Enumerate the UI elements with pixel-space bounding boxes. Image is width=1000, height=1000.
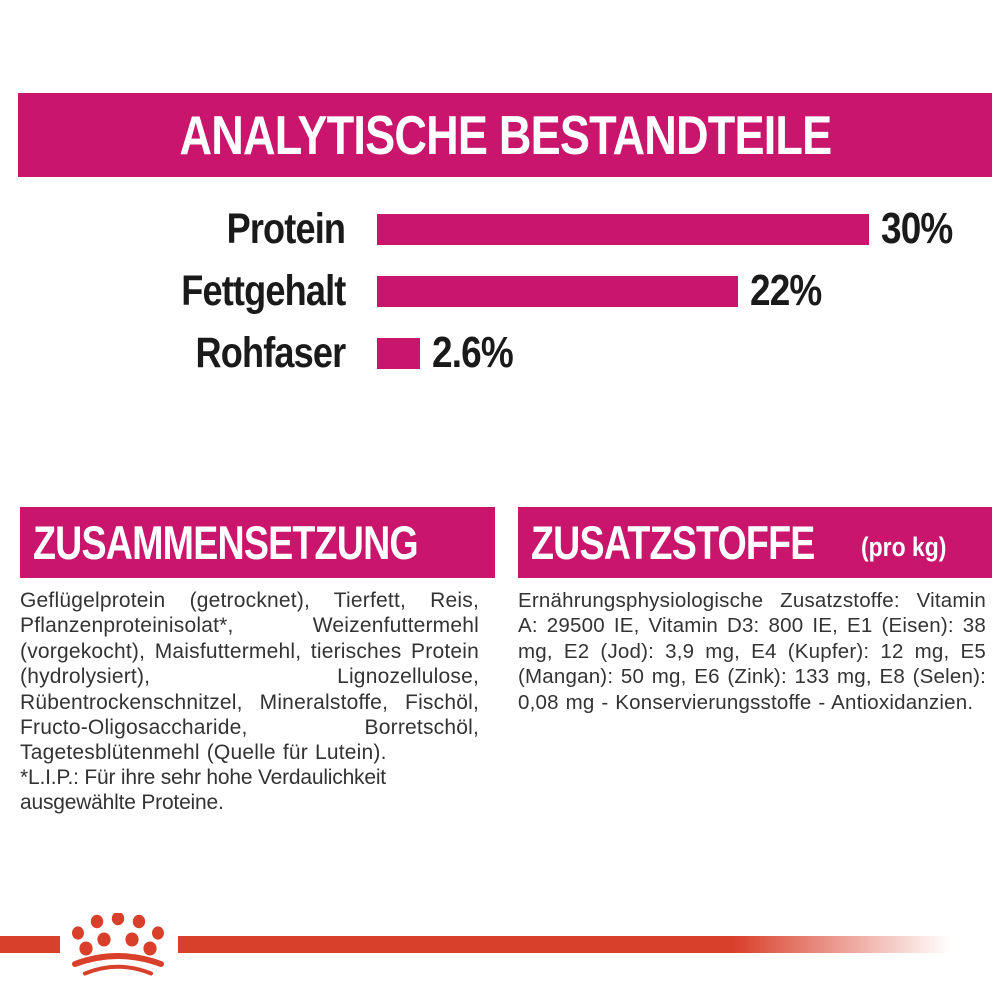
chart-value-label: 2.6% [431, 328, 514, 377]
chart-category-label: Rohfaser [195, 328, 346, 377]
chart-row-protein: Protein 30% [20, 198, 992, 260]
analytical-components-header: ANALYTISCHE BESTANDTEILE [18, 93, 992, 177]
chart-category-label: Fettgehalt [180, 266, 346, 315]
chart-bar [377, 275, 738, 307]
composition-title: ZUSAMMENSETZUNG [33, 516, 419, 569]
chart-bar [377, 213, 869, 245]
analytical-components-chart: Protein 30% Fettgehalt 22% Rohfaser 2.6% [20, 198, 992, 384]
additives-title: ZUSATZSTOFFE [531, 516, 815, 569]
footer-red-bar-right [178, 936, 950, 953]
chart-bar [377, 337, 420, 369]
chart-value-label: 30% [881, 204, 953, 253]
composition-footnote: *L.I.P.: Für ihre sehr hohe Verdaulichke… [20, 766, 386, 815]
additives-section-header: ZUSATZSTOFFE (pro kg) [518, 507, 992, 578]
additives-body: Ernährungsphysiologische Zusatzstoffe: V… [518, 589, 986, 714]
footer-red-bar-left [0, 936, 60, 953]
page-title: ANALYTISCHE BESTANDTEILE [179, 104, 832, 166]
composition-section-header: ZUSAMMENSETZUNG [20, 507, 495, 578]
chart-row-fettgehalt: Fettgehalt 22% [20, 260, 992, 322]
chart-row-rohfaser: Rohfaser 2.6% [20, 322, 992, 384]
royal-canin-crown-paw-logo-icon [72, 913, 164, 976]
chart-value-label: 22% [749, 266, 822, 315]
additives-title-suffix: (pro kg) [861, 532, 947, 562]
chart-category-label: Protein [226, 204, 345, 253]
composition-body: Geflügelprotein (getrocknet), Tierfett, … [20, 589, 479, 765]
